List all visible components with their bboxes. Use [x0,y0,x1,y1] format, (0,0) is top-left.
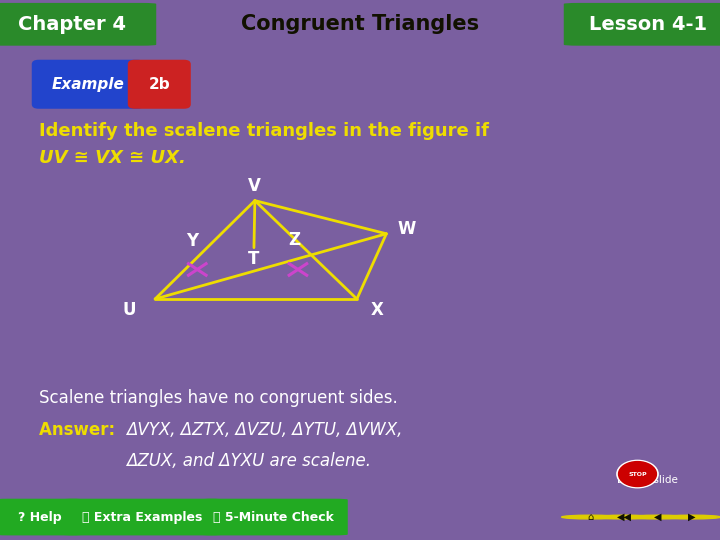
Circle shape [618,462,657,487]
FancyBboxPatch shape [0,3,156,46]
Text: 🔴 5-Minute Check: 🔴 5-Minute Check [213,510,334,524]
Text: 2b: 2b [148,77,170,92]
Text: U: U [122,301,136,319]
FancyBboxPatch shape [61,499,223,536]
FancyBboxPatch shape [200,499,348,536]
Text: UV ≅ VX ≅ UX.: UV ≅ VX ≅ UX. [39,148,185,167]
Circle shape [629,515,687,519]
Text: 📷 Extra Examples: 📷 Extra Examples [82,510,203,524]
Text: Answer:: Answer: [39,421,120,438]
Text: X: X [371,301,384,319]
Text: ⌂: ⌂ [588,512,593,522]
FancyBboxPatch shape [127,60,191,109]
Text: Example: Example [52,77,125,92]
Circle shape [663,515,720,519]
Text: Identify the scalene triangles in the figure if: Identify the scalene triangles in the fi… [39,122,488,140]
Text: ◀◀: ◀◀ [617,512,631,522]
Text: Chapter 4: Chapter 4 [17,15,126,34]
Circle shape [595,515,653,519]
Text: Congruent Triangles: Congruent Triangles [241,14,479,35]
Text: ? Help: ? Help [18,510,61,524]
Circle shape [562,515,619,519]
Text: Z: Z [289,231,300,249]
FancyBboxPatch shape [32,60,144,109]
Text: Scalene triangles have no congruent sides.: Scalene triangles have no congruent side… [39,389,397,407]
Text: Lesson 4-1: Lesson 4-1 [589,15,708,34]
Text: ΔVYX, ΔZTX, ΔVZU, ΔYTU, ΔVWX,: ΔVYX, ΔZTX, ΔVZU, ΔYTU, ΔVWX, [127,421,403,438]
Text: ◀: ◀ [654,512,662,522]
FancyBboxPatch shape [0,499,84,536]
Text: ▶: ▶ [688,512,696,522]
Text: W: W [397,220,416,238]
Text: STOP: STOP [628,471,647,477]
Text: ΔZUX, and ΔYXU are scalene.: ΔZUX, and ΔYXU are scalene. [127,451,372,470]
Text: End of slide: End of slide [617,475,678,485]
Text: V: V [248,177,261,195]
FancyBboxPatch shape [564,3,720,46]
Text: T: T [248,250,260,268]
Text: Y: Y [186,232,199,250]
